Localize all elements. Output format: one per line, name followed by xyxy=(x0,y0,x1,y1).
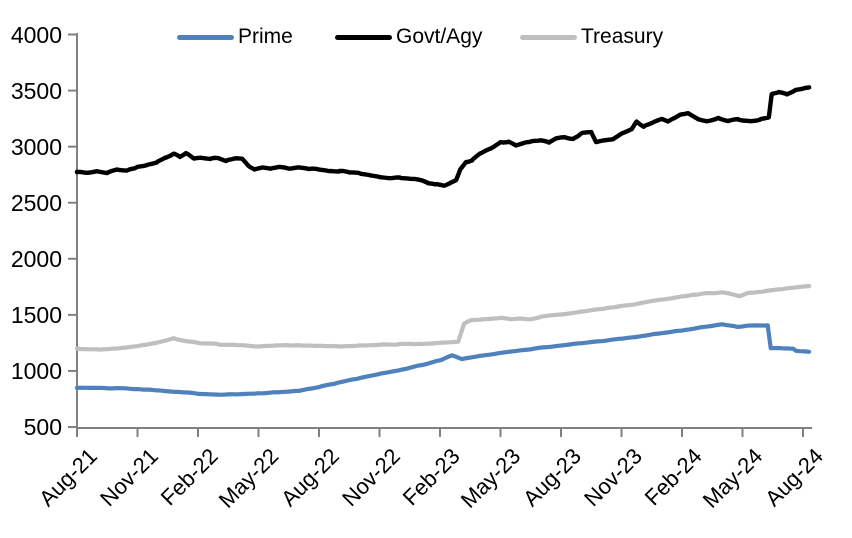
legend-line-treasury xyxy=(520,34,577,40)
series-line-treasury xyxy=(74,283,812,352)
legend-item-govt-agy: Govt/Agy xyxy=(335,26,482,48)
y-axis-tick-label: 4000 xyxy=(10,21,62,48)
legend-line-govt-agy xyxy=(335,34,392,40)
series-line-govt-agy xyxy=(74,85,812,188)
y-axis-tick-label: 3500 xyxy=(10,77,62,104)
legend-item-prime: Prime xyxy=(177,26,293,48)
y-axis-tick-label: 3000 xyxy=(10,133,62,160)
y-axis-tick-label: 500 xyxy=(23,414,62,440)
legend-item-treasury: Treasury xyxy=(520,26,663,48)
series-line-prime xyxy=(74,322,812,397)
legend-label-treasury: Treasury xyxy=(581,25,664,48)
y-axis-tick-label: 1000 xyxy=(10,357,62,384)
y-axis-tick-label: 1500 xyxy=(10,301,62,328)
y-axis-tick-label: 2000 xyxy=(10,245,62,272)
y-axis-tick-label: 2500 xyxy=(10,189,62,216)
legend-label-prime: Prime xyxy=(238,25,293,48)
legend-label-govt-agy: Govt/Agy xyxy=(396,25,483,48)
legend-line-prime xyxy=(177,34,234,40)
